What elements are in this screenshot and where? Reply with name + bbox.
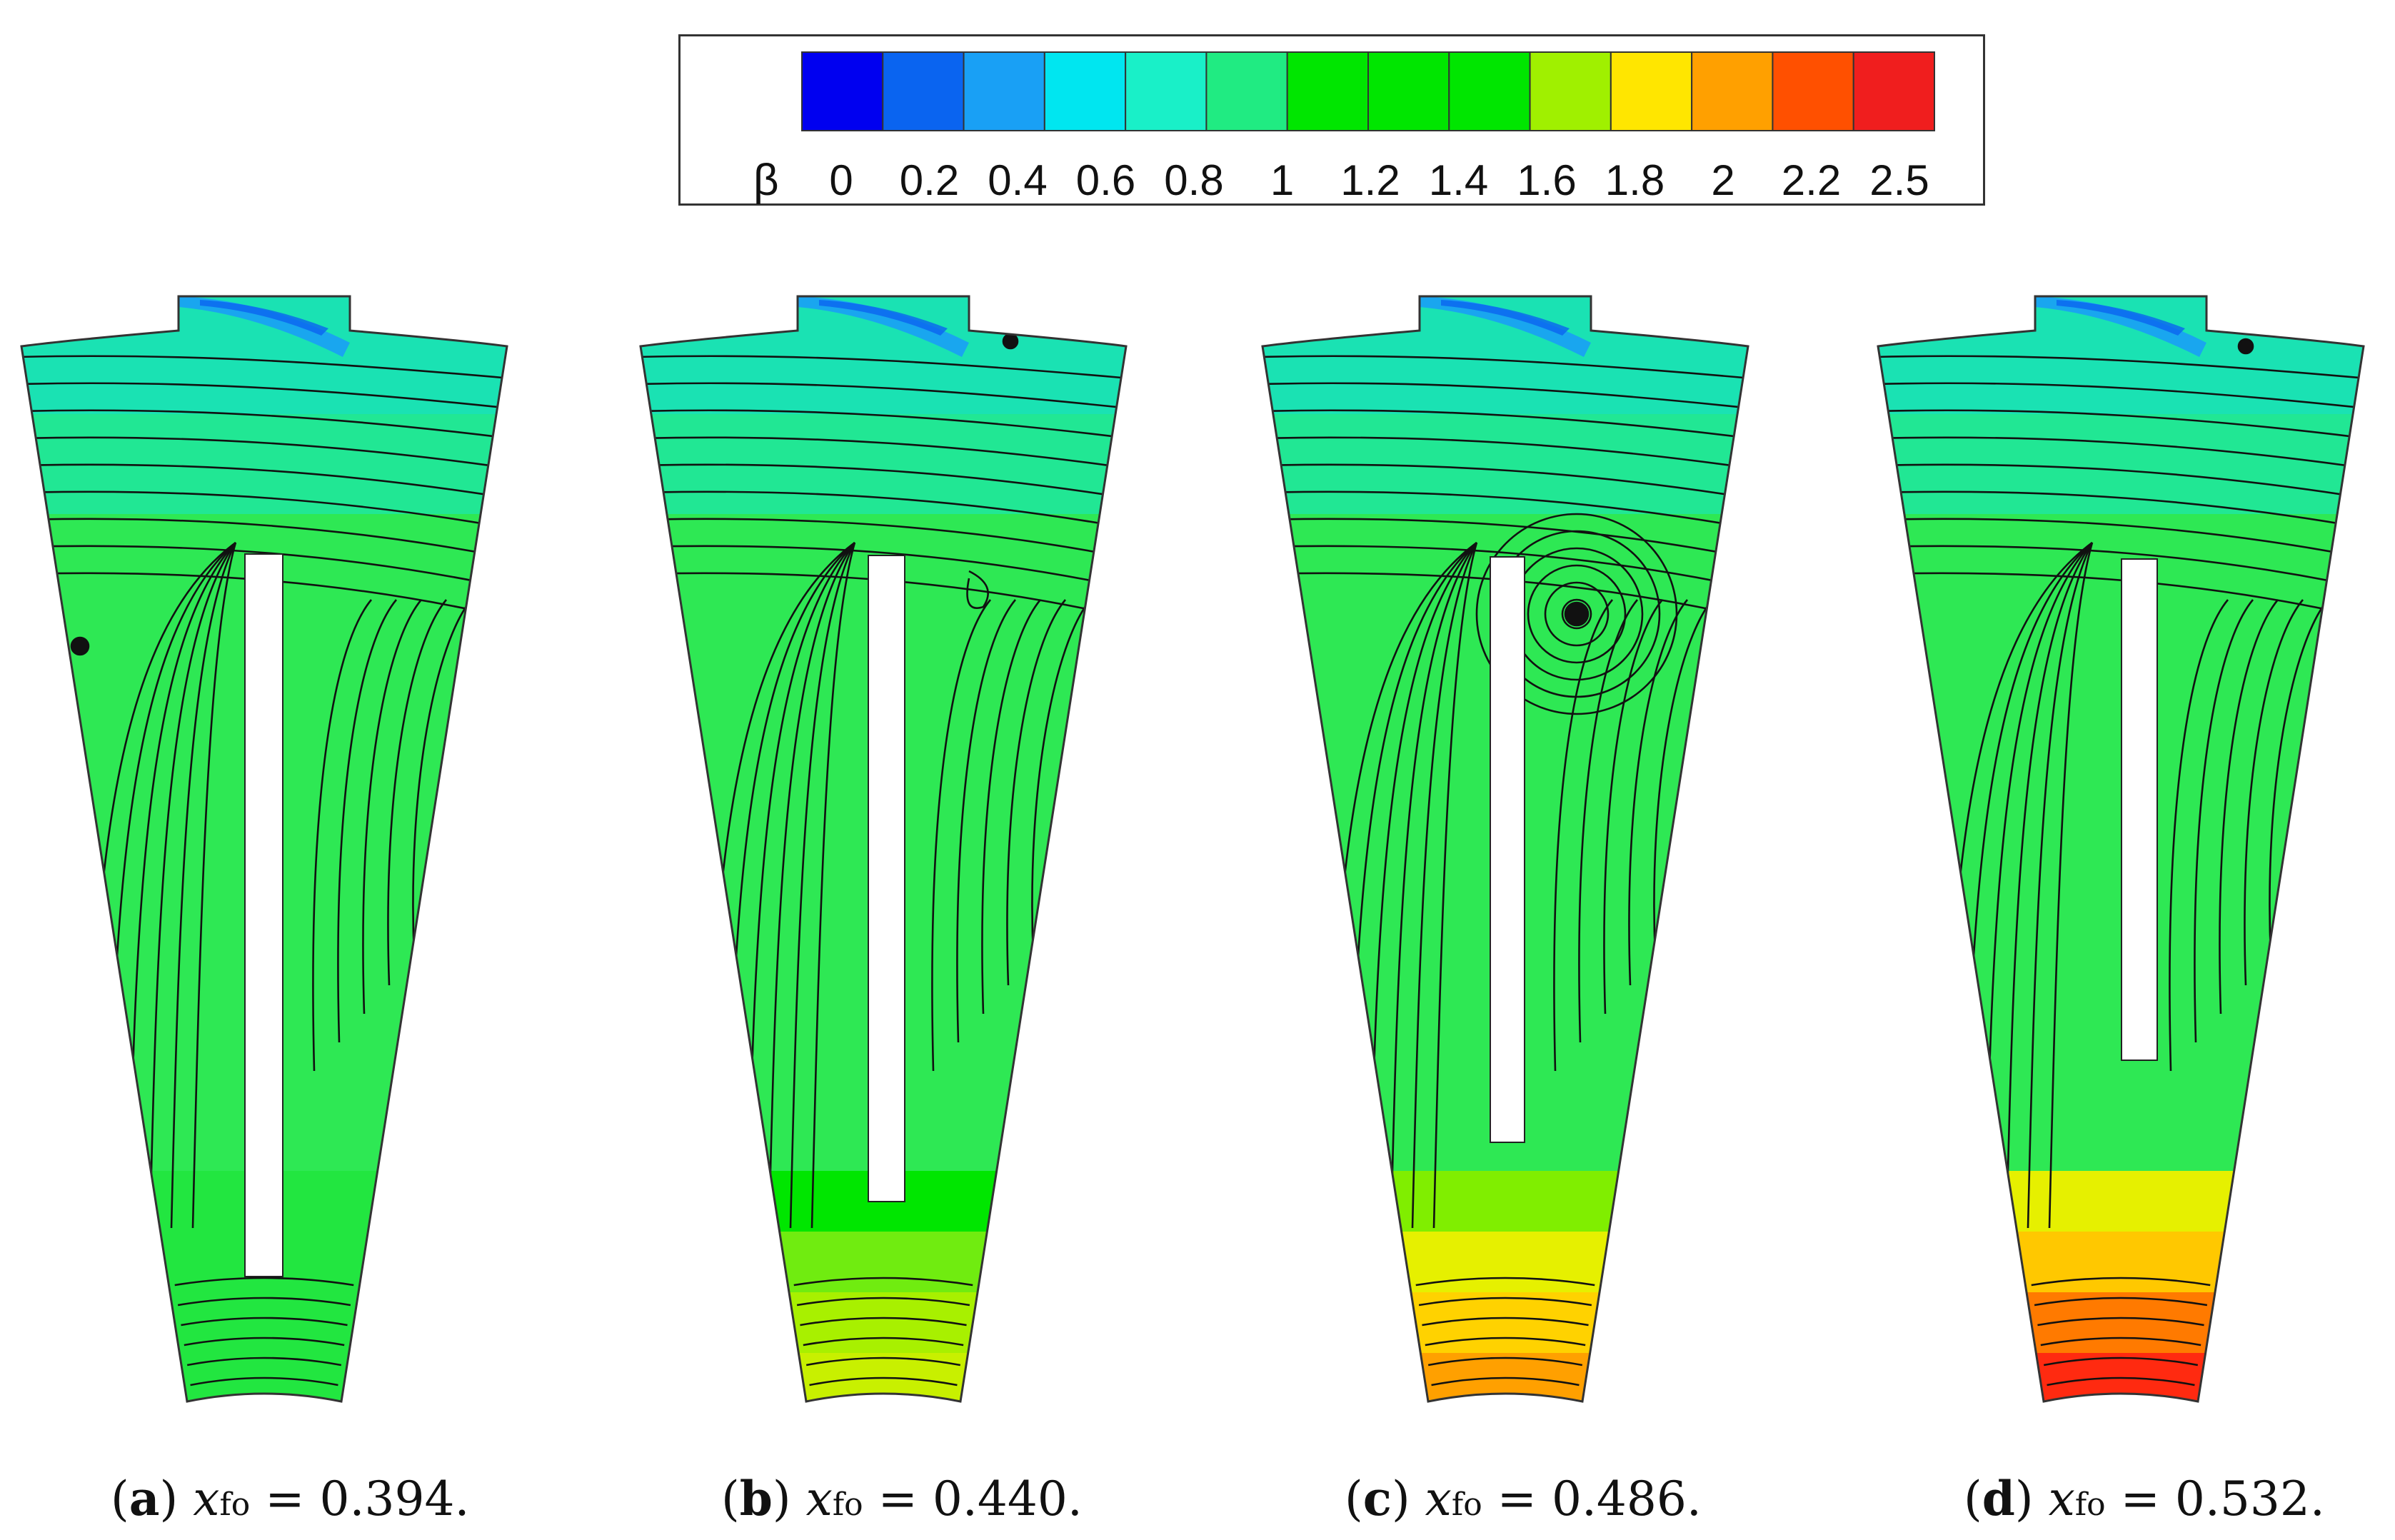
colorbar-swatch [1529, 51, 1612, 131]
colorbar-swatch [801, 51, 884, 131]
panel-d [1877, 295, 2365, 1403]
colorbar-tick-label: 0.8 [1164, 156, 1223, 204]
colorbar-swatch [963, 51, 1045, 131]
panel-caption-d: (d) xfo = 0.532. [1964, 1471, 2325, 1526]
colorbar-tick-label: 1.8 [1605, 156, 1665, 204]
colorbar-swatch [1125, 51, 1207, 131]
legend-symbol: β [753, 156, 779, 205]
panel-b [639, 295, 1128, 1403]
colorbar-tick-label: 2.5 [1869, 156, 1929, 204]
panel-c [1261, 295, 1749, 1403]
domain-outline [639, 295, 1128, 1403]
colorbar-tick-label: 1 [1270, 156, 1294, 204]
colorbar-tick-label: 1.2 [1340, 156, 1400, 204]
streamlines [1262, 355, 1748, 1386]
colorbar-tick-label: 1.6 [1517, 156, 1576, 204]
colorbar: β 0 0.2 0.4 0.6 0.8 1 1.2 1.4 1.6 1.8 2 2.2 2.5 [753, 51, 1936, 205]
colorbar-swatch [1367, 51, 1450, 131]
panel-a [20, 295, 508, 1403]
domain-outline [1877, 295, 2365, 1403]
panels [20, 295, 2365, 1403]
colorbar-swatch [1852, 51, 1936, 131]
colorbar-swatch [1772, 51, 1854, 131]
domain-outline [20, 295, 508, 1403]
slot-insert [244, 553, 283, 1277]
streamlines [1878, 338, 2364, 1386]
colorbar-tick-label: 0.4 [988, 156, 1047, 204]
colorbar-tick-label: 0.6 [1076, 156, 1135, 204]
colorbar-tick-label: 0 [829, 156, 853, 204]
slot-insert [2121, 558, 2158, 1061]
colorbar-swatch [1205, 51, 1288, 131]
slot-insert [868, 555, 905, 1202]
colorbar-swatch [1043, 51, 1127, 131]
colorbar-swatch [1691, 51, 1774, 131]
slot-insert [1490, 556, 1525, 1143]
colorbar-tick-label: 0.2 [900, 156, 959, 204]
colorbar-tick-label: 2 [1711, 156, 1734, 204]
panel-caption-c: (c) xfo = 0.486. [1345, 1471, 1702, 1526]
panel-caption-b: (b) xfo = 0.440. [721, 1471, 1083, 1526]
colorbar-tick-label: 2.2 [1782, 156, 1841, 204]
colorbar-swatch [1448, 51, 1531, 131]
colorbar-swatch [1286, 51, 1369, 131]
colorbar-swatch [1610, 51, 1693, 131]
captions: (a) xfo = 0.394. (b) xfo = 0.440. (c) xfo … [111, 1471, 2325, 1526]
colorbar-swatch [882, 51, 965, 131]
domain-outline [1261, 295, 1749, 1403]
panel-caption-a: (a) xfo = 0.394. [111, 1471, 469, 1526]
colorbar-tick-label: 1.4 [1429, 156, 1488, 204]
streamlines [21, 355, 507, 1386]
